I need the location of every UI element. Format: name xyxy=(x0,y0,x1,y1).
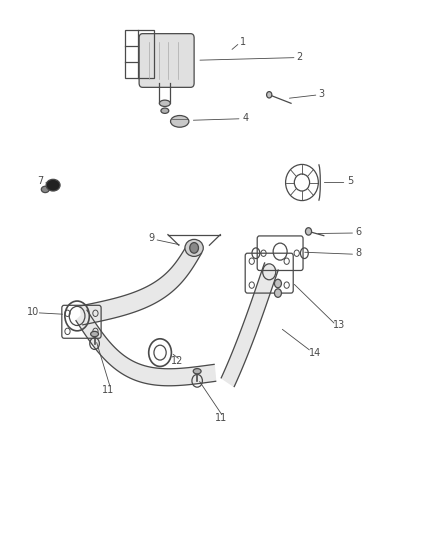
Ellipse shape xyxy=(46,179,60,191)
Polygon shape xyxy=(80,243,201,325)
Circle shape xyxy=(275,289,282,297)
Text: 11: 11 xyxy=(215,413,227,423)
Polygon shape xyxy=(76,310,215,386)
Text: 1: 1 xyxy=(240,37,246,46)
Text: 8: 8 xyxy=(356,248,362,258)
Ellipse shape xyxy=(185,239,203,256)
Text: 7: 7 xyxy=(37,176,43,187)
Text: 14: 14 xyxy=(309,348,321,358)
Text: 13: 13 xyxy=(333,320,345,330)
Circle shape xyxy=(275,279,282,288)
Ellipse shape xyxy=(161,108,169,114)
Circle shape xyxy=(267,92,272,98)
Text: 4: 4 xyxy=(242,112,248,123)
Polygon shape xyxy=(221,263,278,386)
Ellipse shape xyxy=(170,116,189,127)
Text: 10: 10 xyxy=(27,306,39,317)
Ellipse shape xyxy=(159,100,170,107)
Ellipse shape xyxy=(193,368,201,374)
Text: 3: 3 xyxy=(318,88,325,99)
Ellipse shape xyxy=(41,186,49,192)
Bar xyxy=(125,30,153,78)
Text: 12: 12 xyxy=(171,356,184,366)
Text: 11: 11 xyxy=(102,385,114,395)
Text: 5: 5 xyxy=(347,176,353,187)
Circle shape xyxy=(305,228,311,235)
Text: 2: 2 xyxy=(297,52,303,61)
Text: 9: 9 xyxy=(148,233,154,244)
FancyBboxPatch shape xyxy=(139,34,194,87)
Ellipse shape xyxy=(91,332,99,337)
Text: 6: 6 xyxy=(356,227,362,237)
Circle shape xyxy=(190,243,198,253)
